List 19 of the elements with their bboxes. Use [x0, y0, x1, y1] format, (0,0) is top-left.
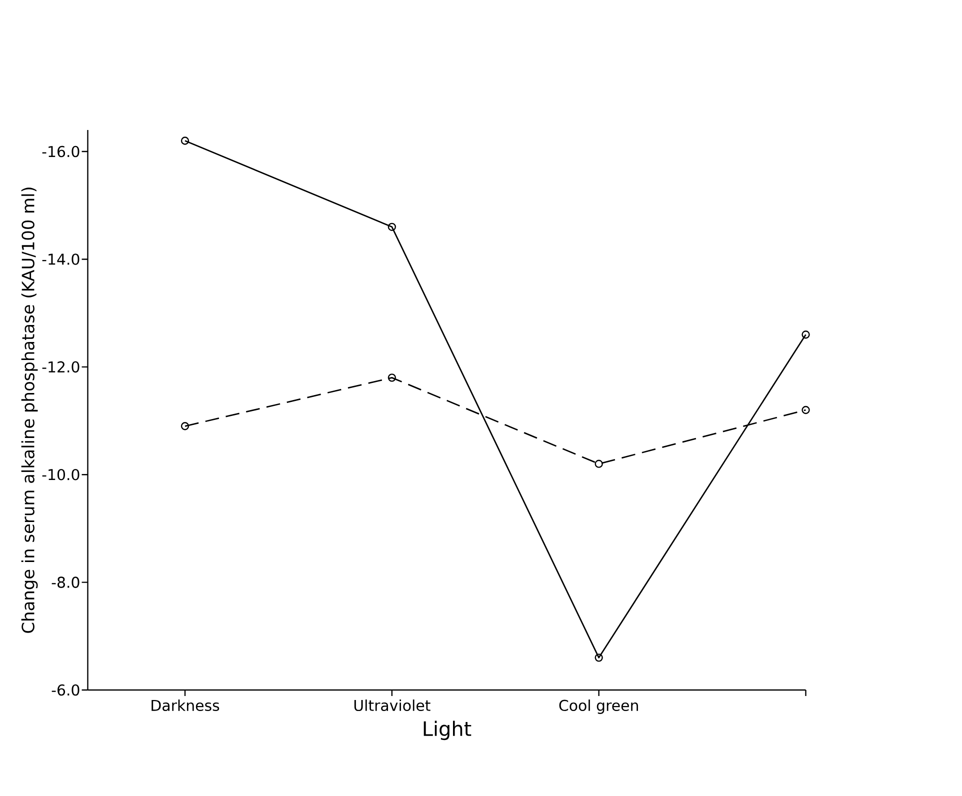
- y-tick-label: -16.0: [42, 146, 80, 158]
- point: [594, 654, 603, 662]
- point: [802, 406, 810, 414]
- point: [388, 374, 396, 382]
- x-tick-label: Darkness: [152, 700, 220, 712]
- y-tick-label: -14.0: [42, 254, 80, 265]
- y-tick-label: -10.0: [42, 468, 80, 480]
- point: [180, 422, 190, 430]
- point: [594, 460, 603, 468]
- x-tick-label: Ultraviolet: [354, 700, 430, 712]
- point: [802, 330, 810, 339]
- point: [180, 136, 190, 145]
- y-tick-label: -12.0: [42, 361, 80, 373]
- point: [388, 222, 396, 231]
- y-tick-label: -6.0: [52, 684, 80, 696]
- y-tick-label: -8.0: [52, 576, 80, 588]
- y-axis-title: Change in serum alkaline phosphatase (KAU/100 ml): [21, 188, 38, 633]
- x-axis-title: Light: [424, 720, 472, 740]
- x-tick-label: Cool green: [559, 700, 638, 714]
